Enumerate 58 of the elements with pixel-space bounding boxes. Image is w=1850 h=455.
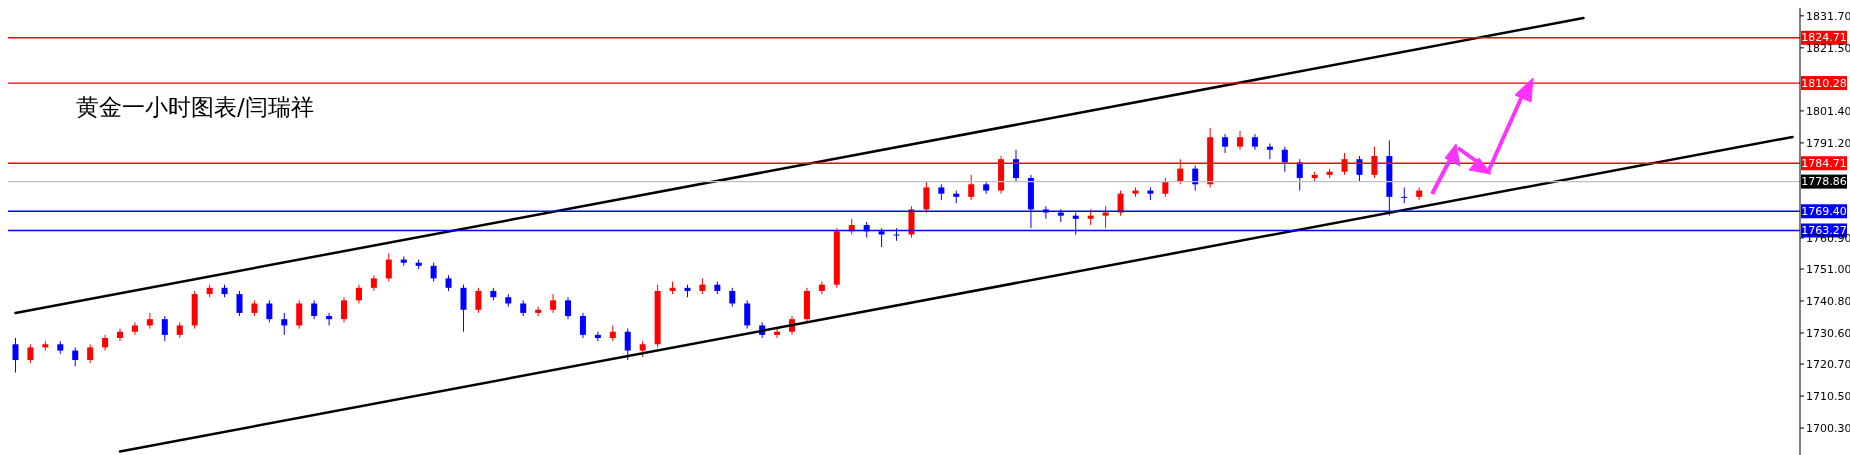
candlestick	[430, 262, 437, 283]
candlestick	[266, 299, 273, 323]
candlestick	[475, 287, 482, 314]
candlestick	[385, 252, 392, 283]
candlestick	[326, 312, 333, 326]
candlestick	[1356, 155, 1363, 182]
ref-line-label: 1784.71	[1801, 156, 1847, 170]
y-tick-label: 1791.20	[1806, 136, 1850, 150]
candlestick	[1117, 190, 1124, 217]
candlestick	[296, 299, 303, 330]
candlestick	[774, 328, 781, 339]
text: 黄金一小时图表/闫瑞祥	[76, 93, 314, 122]
candlestick	[729, 287, 736, 308]
candlestick	[1296, 158, 1303, 192]
candlestick	[923, 180, 930, 214]
candlestick	[281, 312, 288, 336]
candlestick	[12, 337, 19, 373]
candlestick	[1401, 186, 1408, 204]
candlestick	[341, 296, 348, 323]
candlestick	[1162, 177, 1169, 198]
candlestick	[968, 174, 975, 201]
y-tick-label: 1700.30	[1806, 421, 1850, 435]
candlestick	[1281, 146, 1288, 173]
candlestick	[818, 281, 825, 295]
candlestick	[744, 299, 751, 330]
ref-line-label: 1778.86	[1801, 175, 1847, 189]
candlestick	[27, 343, 34, 364]
candlestick	[1237, 130, 1244, 151]
y-tick-label: 1751.00	[1806, 262, 1850, 276]
candlestick	[236, 290, 243, 317]
candlestick	[146, 312, 153, 330]
candlestick	[594, 331, 601, 342]
candlestick	[1102, 205, 1109, 229]
candlestick	[72, 346, 79, 367]
y-tick-label: 1801.40	[1806, 104, 1850, 118]
candlestick	[131, 321, 138, 336]
y-tick-label: 1730.60	[1806, 326, 1850, 340]
candlestick	[355, 284, 362, 304]
candlestick	[1266, 143, 1273, 160]
candlestick	[311, 299, 318, 320]
candlestick	[87, 343, 94, 364]
ref-line-label: 1810.28	[1801, 76, 1847, 90]
candlestick	[117, 328, 124, 342]
candlestick	[535, 306, 542, 317]
ref-line-label: 1824.71	[1801, 31, 1847, 45]
candlestick	[565, 296, 572, 320]
ref-line-label: 1769.40	[1801, 204, 1847, 218]
candlestick	[624, 328, 631, 361]
candlestick	[579, 312, 586, 339]
candlestick	[460, 284, 467, 333]
candlestick	[161, 315, 168, 342]
candlestick	[1222, 133, 1229, 154]
y-tick-label: 1831.70	[1806, 9, 1850, 23]
candlestick	[550, 293, 557, 314]
y-tick-label: 1720.70	[1806, 357, 1850, 371]
y-tick-label: 1710.50	[1806, 389, 1850, 403]
y-tick-label: 1740.80	[1806, 294, 1850, 308]
candlestick	[1013, 149, 1020, 182]
